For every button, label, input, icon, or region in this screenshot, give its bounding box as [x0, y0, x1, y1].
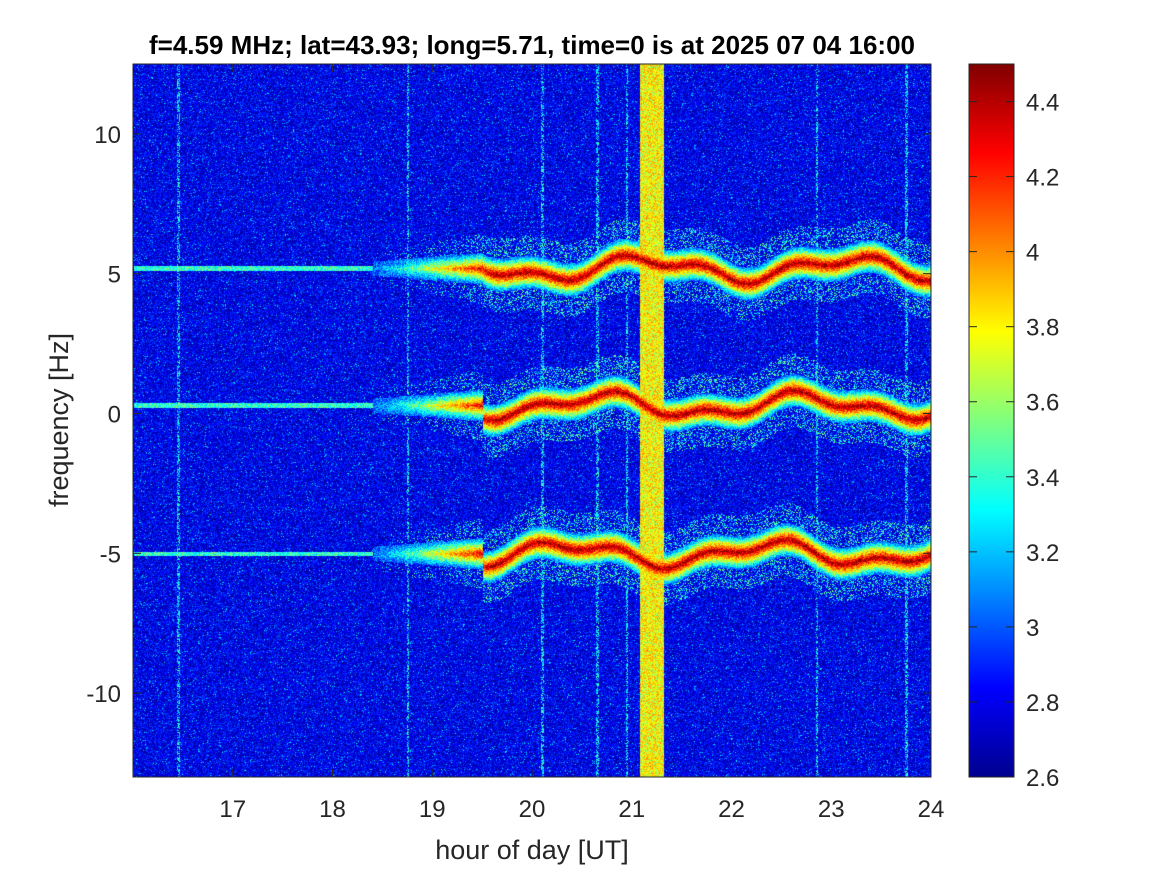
plot-area [132, 63, 932, 778]
colorbar-tick-label: 2.8 [1026, 690, 1059, 717]
x-tick-label: 20 [519, 796, 546, 823]
colorbar-tick-label: 2.6 [1026, 765, 1059, 792]
colorbar-tick-label: 4 [1026, 240, 1039, 267]
x-tick-label: 18 [319, 796, 346, 823]
colorbar-gradient [969, 64, 1014, 777]
x-tick-label: 22 [718, 796, 745, 823]
colorbar-frame [968, 63, 1015, 778]
colorbar: 2.6 2.8 3 3.2 3.4 3.6 3.8 4 4.2 4.4 [968, 63, 1059, 792]
colorbar-tick-label: 3.2 [1026, 540, 1059, 567]
x-axis: 17 18 19 20 21 22 23 24 [219, 64, 944, 823]
y-tick-label: 5 [108, 262, 121, 289]
colorbar-tick-label: 3.6 [1026, 390, 1059, 417]
x-tick-label: 17 [219, 796, 246, 823]
x-tick-label: 23 [818, 796, 845, 823]
colorbar-ticks: 2.6 2.8 3 3.2 3.4 3.6 3.8 4 4.2 4.4 [969, 90, 1059, 792]
y-tick-label: -10 [86, 681, 121, 708]
x-axis-label: hour of day [UT] [435, 835, 629, 865]
colorbar-tick-label: 3.4 [1026, 465, 1059, 492]
y-tick-label: -5 [100, 541, 121, 568]
colorbar-tick-label: 4.2 [1026, 165, 1059, 192]
spectrogram-heatmap [133, 64, 931, 777]
colorbar-tick-label: 3.8 [1026, 315, 1059, 342]
chart-title: f=4.59 MHz; lat=43.93; long=5.71, time=0… [149, 30, 915, 60]
x-tick-label: 24 [918, 796, 945, 823]
y-tick-label: 0 [108, 402, 121, 429]
colorbar-tick-label: 4.4 [1026, 90, 1059, 117]
x-tick-label: 19 [419, 796, 446, 823]
y-axis-label: frequency [Hz] [44, 333, 74, 507]
x-tick-label: 21 [618, 796, 645, 823]
y-tick-label: 10 [94, 122, 121, 149]
colorbar-tick-label: 3 [1026, 615, 1039, 642]
y-axis: -10 -5 0 5 10 [86, 122, 931, 708]
